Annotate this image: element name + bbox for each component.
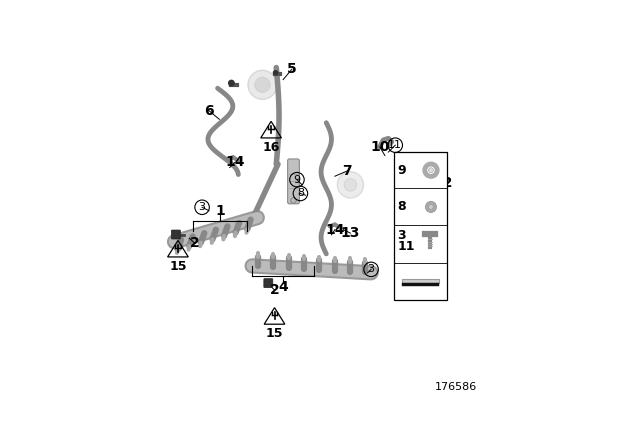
Circle shape xyxy=(291,198,296,203)
Text: 16: 16 xyxy=(262,141,280,154)
Text: 15: 15 xyxy=(169,260,187,273)
Text: 14: 14 xyxy=(225,155,244,169)
Circle shape xyxy=(429,205,433,209)
FancyBboxPatch shape xyxy=(172,230,180,239)
Text: 12: 12 xyxy=(434,176,453,190)
Text: 10: 10 xyxy=(370,140,389,154)
Text: 9: 9 xyxy=(293,175,301,185)
FancyBboxPatch shape xyxy=(264,279,273,288)
FancyBboxPatch shape xyxy=(394,152,447,301)
Text: 7: 7 xyxy=(342,164,352,178)
Text: 14: 14 xyxy=(325,223,345,237)
Circle shape xyxy=(426,202,436,212)
Circle shape xyxy=(248,70,277,99)
Text: 11: 11 xyxy=(388,140,403,150)
Polygon shape xyxy=(401,279,439,284)
Circle shape xyxy=(255,77,270,92)
Text: 3: 3 xyxy=(198,202,205,212)
FancyBboxPatch shape xyxy=(287,159,300,204)
Text: 6: 6 xyxy=(204,103,214,118)
Circle shape xyxy=(273,71,278,75)
Circle shape xyxy=(419,177,424,182)
Polygon shape xyxy=(401,283,439,286)
Text: 8: 8 xyxy=(297,189,304,198)
Circle shape xyxy=(429,168,433,172)
Text: 3: 3 xyxy=(367,264,374,274)
Text: 1: 1 xyxy=(215,204,225,218)
Text: 2: 2 xyxy=(269,283,280,297)
Text: 8: 8 xyxy=(397,200,406,213)
Circle shape xyxy=(337,172,364,198)
Text: 11: 11 xyxy=(397,240,415,253)
Circle shape xyxy=(344,179,356,191)
Text: 3: 3 xyxy=(397,229,406,242)
Text: 176586: 176586 xyxy=(435,382,477,392)
Text: 13: 13 xyxy=(340,226,360,240)
Circle shape xyxy=(228,80,234,86)
Text: 4: 4 xyxy=(278,280,288,293)
Text: 5: 5 xyxy=(287,62,297,76)
Text: 2: 2 xyxy=(190,237,200,250)
Text: 9: 9 xyxy=(397,164,406,177)
Text: 15: 15 xyxy=(266,327,284,340)
